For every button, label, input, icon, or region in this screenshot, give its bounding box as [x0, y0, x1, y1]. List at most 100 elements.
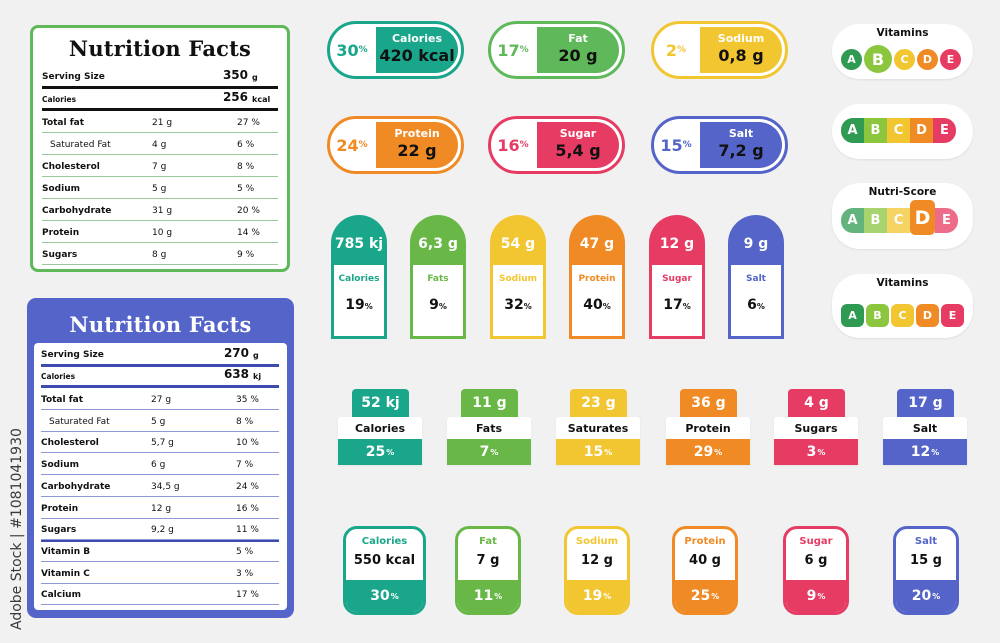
nutrient-amount: 31 g: [152, 206, 173, 216]
grade-letter-b: B: [864, 118, 887, 143]
pill-value: 420 kcal: [379, 46, 455, 65]
arch-name: Sodium: [499, 274, 537, 284]
pill-value-box: Sodium 0,8 g: [700, 27, 782, 73]
pill-percent: 30%: [330, 24, 374, 76]
pill-percent: 15%: [654, 119, 698, 171]
card-percent: 19%: [567, 580, 627, 612]
arch-value: 6,3 g: [410, 215, 466, 265]
percent-value: 24: [336, 135, 359, 155]
nutrient-arch-sugar: 12 g Sugar 17%: [649, 215, 705, 339]
percent-value: 19: [582, 588, 603, 604]
nutrient-percent: 35 %: [236, 395, 259, 406]
nutrient-percent: 5 %: [236, 546, 254, 557]
serving-label: Serving Size: [42, 72, 105, 82]
nutrient-percent: 20 %: [237, 206, 260, 216]
tab-value: 36 g: [680, 389, 737, 417]
nutrient-amount: 34,5 g: [151, 481, 180, 492]
arch-percent: 17%: [652, 297, 702, 313]
table-row: Cholesterol 5,7 g 10 %: [41, 432, 279, 454]
pill-name: Salt: [728, 127, 754, 140]
percent-symbol: %: [682, 140, 692, 150]
percent-symbol: %: [603, 591, 612, 601]
nutrient-tab-fats: 11 g Fats 7%: [447, 389, 531, 477]
tab-value: 17 g: [897, 389, 954, 417]
arch-body: Calories 19%: [331, 265, 387, 339]
nutrient-card-calories: Calories 550 kcal 30%: [343, 526, 426, 615]
nutrient-name: Vitamin C: [41, 568, 90, 579]
serving-size-row: Serving Size 270 g: [41, 345, 279, 367]
grade-letter-e: E: [933, 118, 956, 143]
nutrient-amount: 10 g: [152, 228, 173, 238]
percent-symbol: %: [386, 447, 395, 457]
nutrient-amount: 21 g: [152, 118, 173, 128]
nutrient-tab-saturates: 23 g Saturates 15%: [556, 389, 640, 477]
arch-value: 54 g: [490, 215, 546, 265]
nutrient-name: Sodium: [41, 460, 79, 471]
table-row: Sodium 5 g 5 %: [42, 177, 278, 199]
nutrient-name: Cholesterol: [41, 438, 99, 449]
percent-symbol: %: [519, 45, 529, 55]
card-value: 12 g: [581, 553, 613, 568]
percent-value: 7: [479, 444, 490, 460]
serving-label: Serving Size: [41, 349, 104, 360]
pill-percent: 16%: [491, 119, 535, 171]
percent-symbol: %: [714, 447, 723, 457]
nutrient-arch-protein: 47 g Protein 40%: [569, 215, 625, 339]
nutrient-card-fat: Fat 7 g 11%: [455, 526, 521, 615]
pill-percent: 2%: [654, 24, 698, 76]
pill-value: 20 g: [558, 46, 598, 65]
nutrient-amount: 5 g: [152, 184, 167, 194]
arch-name: Protein: [578, 274, 616, 284]
serving-value: 350: [222, 68, 248, 82]
grade-letter-d: D: [917, 48, 938, 70]
table-row: Sugars 9,2 g 11 %: [41, 519, 279, 541]
grade-letter-a: A: [841, 207, 864, 233]
card-name: Sugar: [799, 536, 833, 547]
percent-value: 15: [660, 135, 683, 155]
calories-label: Calories: [41, 372, 76, 382]
nutrient-percent: 3 %: [236, 568, 254, 579]
card-name: Salt: [914, 536, 938, 547]
pill-value: 7,2 g: [718, 141, 764, 160]
card-percent: 11%: [458, 580, 518, 612]
nutrient-tab-protein: 36 g Protein 29%: [666, 389, 750, 477]
tab-name: Sugars: [794, 422, 838, 435]
nutrient-pill-sugar: 16% Sugar 5,4 g: [488, 116, 625, 174]
pill-percent: 17%: [491, 24, 535, 76]
percent-symbol: %: [494, 591, 503, 601]
card-value: 7 g: [476, 553, 500, 568]
pill-value-box: Protein 22 g: [376, 122, 458, 168]
nutrient-name: Sugars: [41, 525, 77, 536]
nutrient-percent: 8 %: [236, 416, 254, 427]
tab-name: Calories: [354, 422, 406, 435]
nutrient-arch-calories: 785 kj Calories 19%: [331, 215, 387, 339]
pill-value: 22 g: [397, 141, 437, 160]
percent-value: 32: [504, 297, 524, 313]
percent-symbol: %: [604, 447, 613, 457]
nutrient-amount: 5 g: [151, 416, 166, 427]
calories-row: Calories 638 kj: [41, 367, 279, 389]
percent-value: 40: [583, 297, 603, 313]
percent-symbol: %: [438, 302, 447, 311]
table-row: Carbohydrate 34,5 g 24 %: [41, 475, 279, 497]
serving-unit: g: [252, 73, 258, 82]
percent-symbol: %: [677, 45, 687, 55]
grade-letter-b: B: [864, 45, 892, 73]
nutrient-name: Sugars: [42, 250, 78, 260]
arch-name: Fats: [427, 274, 449, 284]
card-percent: 20%: [896, 580, 956, 612]
nutrient-name: Sodium: [42, 184, 80, 194]
grade-letter-a: A: [841, 118, 864, 143]
tab-value: 52 kj: [352, 389, 409, 417]
percent-symbol: %: [358, 140, 368, 150]
table-row: Protein 12 g 16 %: [41, 497, 279, 519]
arch-body: Sugar 17%: [649, 265, 705, 339]
nutrient-amount: 7 g: [152, 162, 167, 172]
arch-value: 12 g: [649, 215, 705, 265]
grade-letter-b: B: [866, 304, 889, 327]
percent-value: 2: [665, 40, 678, 60]
nutrient-percent: 5 %: [237, 184, 255, 194]
tab-name: Saturates: [567, 422, 629, 435]
